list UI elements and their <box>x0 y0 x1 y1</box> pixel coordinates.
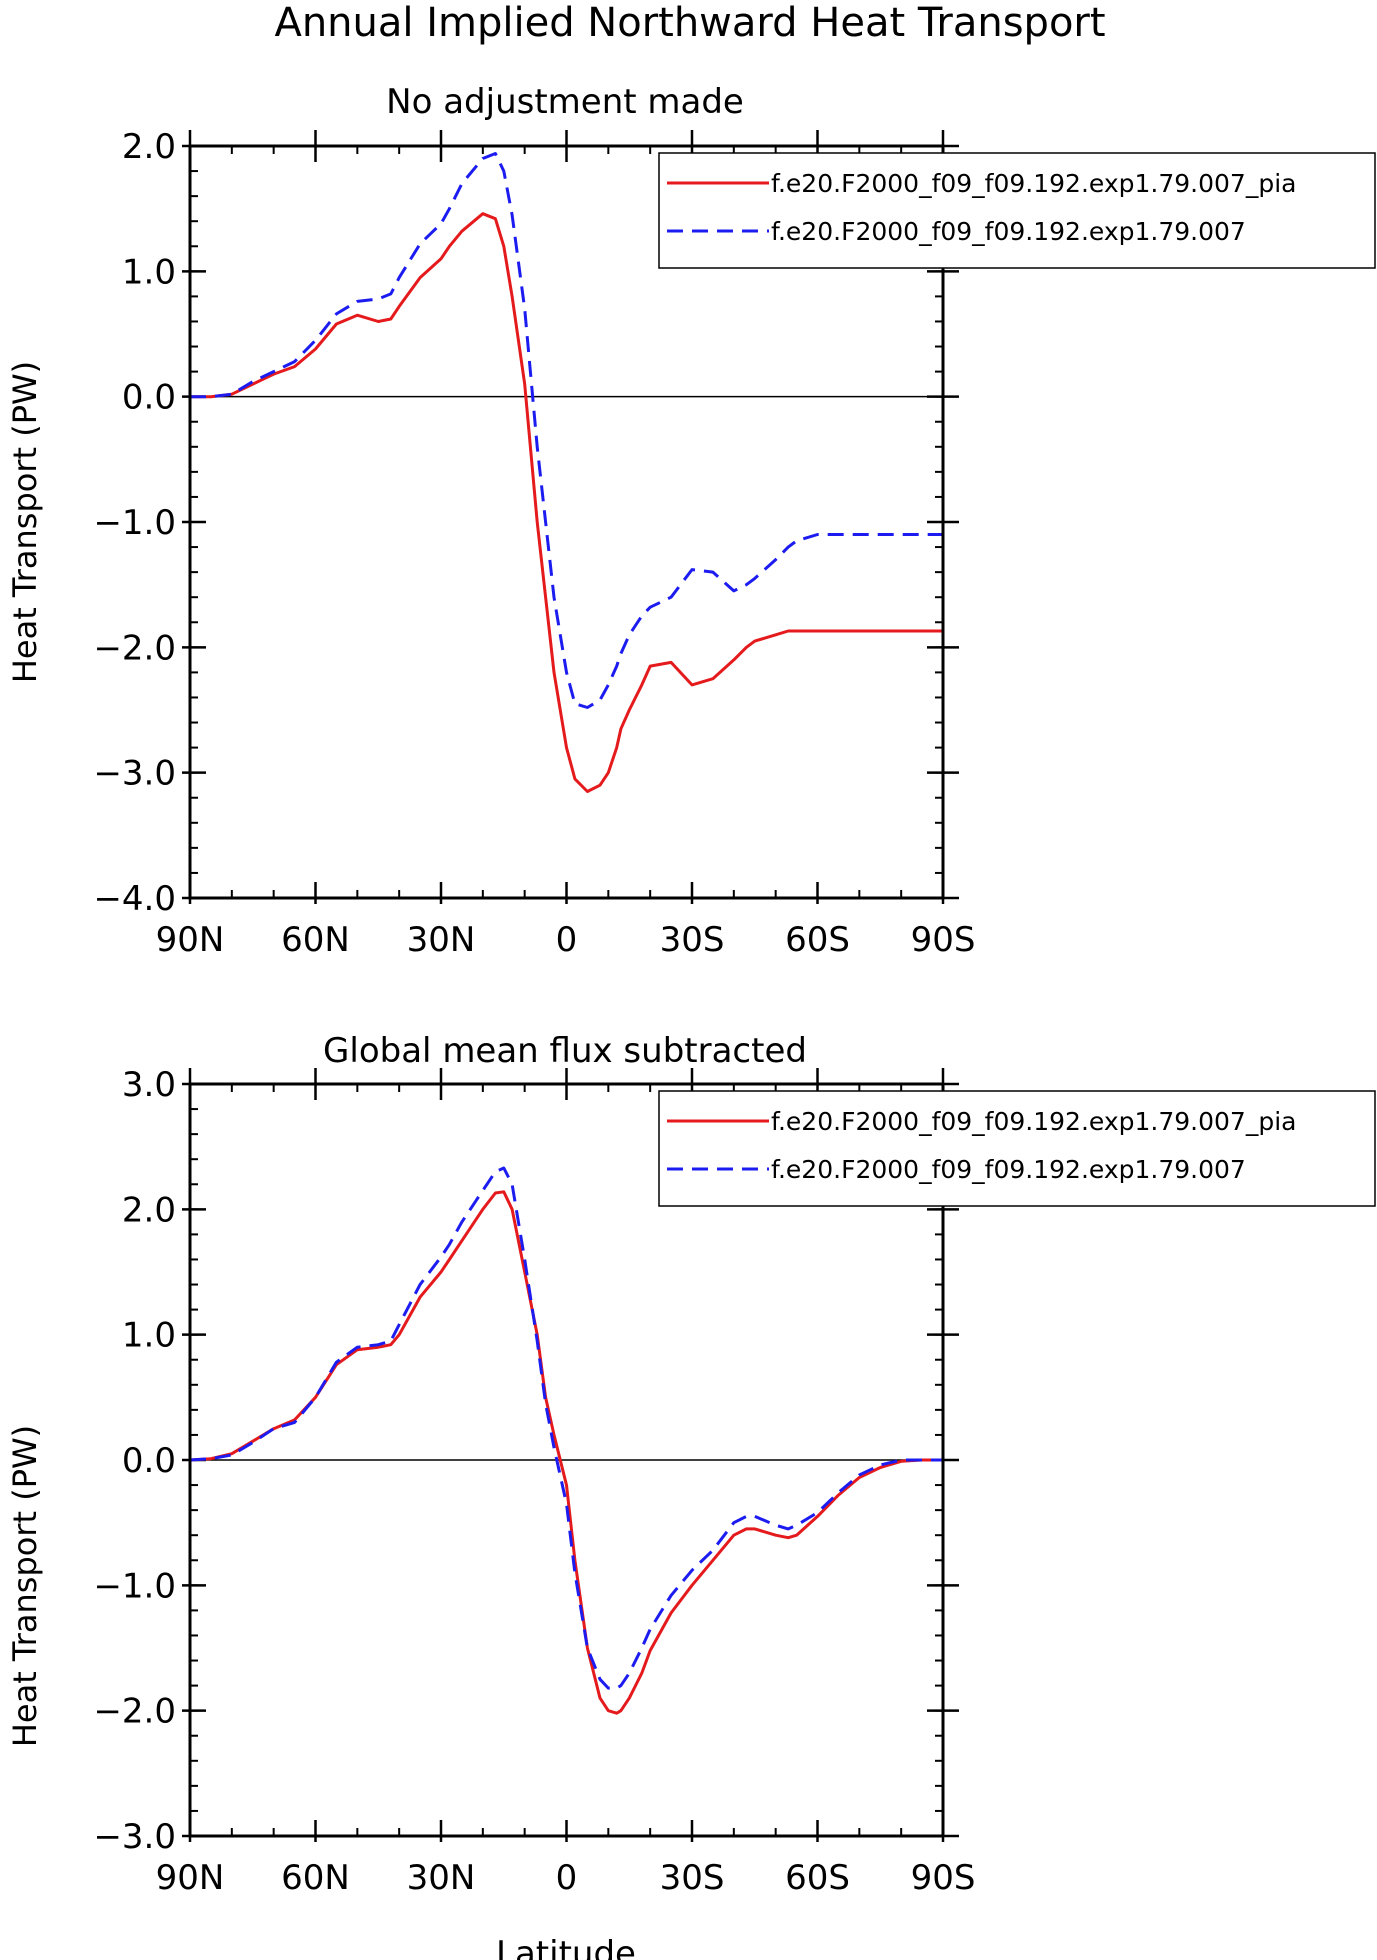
legend-box <box>658 152 1376 269</box>
panel-bottom: Global mean flux subtracted Heat Transpo… <box>6 1031 1376 1960</box>
x-tick-label: 30S <box>660 920 725 960</box>
y-tick-label: 1.0 <box>122 1316 176 1356</box>
x-tick-label: 60N <box>281 920 350 960</box>
y-tick-label: −1.0 <box>93 1566 176 1606</box>
y-tick-label: 3.0 <box>122 1065 176 1105</box>
x-tick-label: 30N <box>407 920 476 960</box>
panel-title: No adjustment made <box>386 82 744 122</box>
series-line-1 <box>189 1166 943 1690</box>
y-tick-label: 0.0 <box>122 1441 176 1481</box>
x-tick-label: 90S <box>911 1858 976 1898</box>
y-tick-label: 2.0 <box>122 127 176 167</box>
y-tick-label: 2.0 <box>122 1190 176 1230</box>
y-tick-label: 0.0 <box>122 378 176 418</box>
panel-top: No adjustment made Heat Transport (PW) 2… <box>6 82 1376 960</box>
plot-frame <box>188 1082 945 1838</box>
y-tick-label: −4.0 <box>93 879 176 919</box>
y-tick-label: −2.0 <box>93 628 176 668</box>
x-tick-label: 90S <box>911 920 976 960</box>
plot-frame <box>188 144 945 900</box>
x-tick-label: 60S <box>785 1858 850 1898</box>
series-line-1 <box>190 152 943 709</box>
x-tick-label: 0 <box>556 920 578 960</box>
y-tick-label: −2.0 <box>93 1692 176 1732</box>
x-tick-label: 90N <box>156 1858 225 1898</box>
y-axis-label: Heat Transport (PW) <box>6 1425 44 1747</box>
y-tick-label: −1.0 <box>93 503 176 543</box>
legend-label: f.e20.F2000_f09_f09.192.exp1.79.007_pia <box>771 1107 1296 1136</box>
x-tick-label: 60S <box>785 920 850 960</box>
legend-label: f.e20.F2000_f09_f09.192.exp1.79.007 <box>771 1155 1246 1184</box>
x-tick-label: 90N <box>156 920 225 960</box>
y-tick-label: −3.0 <box>93 754 176 794</box>
series-line-0 <box>190 212 943 793</box>
x-tick-label: 0 <box>556 1858 578 1898</box>
y-tick-label: 1.0 <box>122 252 176 292</box>
x-tick-label: 30N <box>407 1858 476 1898</box>
legend-label: f.e20.F2000_f09_f09.192.exp1.79.007 <box>771 217 1246 246</box>
y-axis-label: Heat Transport (PW) <box>6 361 44 683</box>
y-tick-label: −3.0 <box>93 1817 176 1857</box>
x-tick-label: 30S <box>660 1858 725 1898</box>
x-axis-label: Latitude <box>496 1934 636 1960</box>
x-tick-label: 60N <box>281 1858 350 1898</box>
series-line-0 <box>189 1190 943 1715</box>
figure-title: Annual Implied Northward Heat Transport <box>274 0 1105 46</box>
legend-label: f.e20.F2000_f09_f09.192.exp1.79.007_pia <box>771 169 1296 198</box>
panel-title: Global mean flux subtracted <box>323 1031 807 1071</box>
legend-box <box>658 1090 1376 1207</box>
